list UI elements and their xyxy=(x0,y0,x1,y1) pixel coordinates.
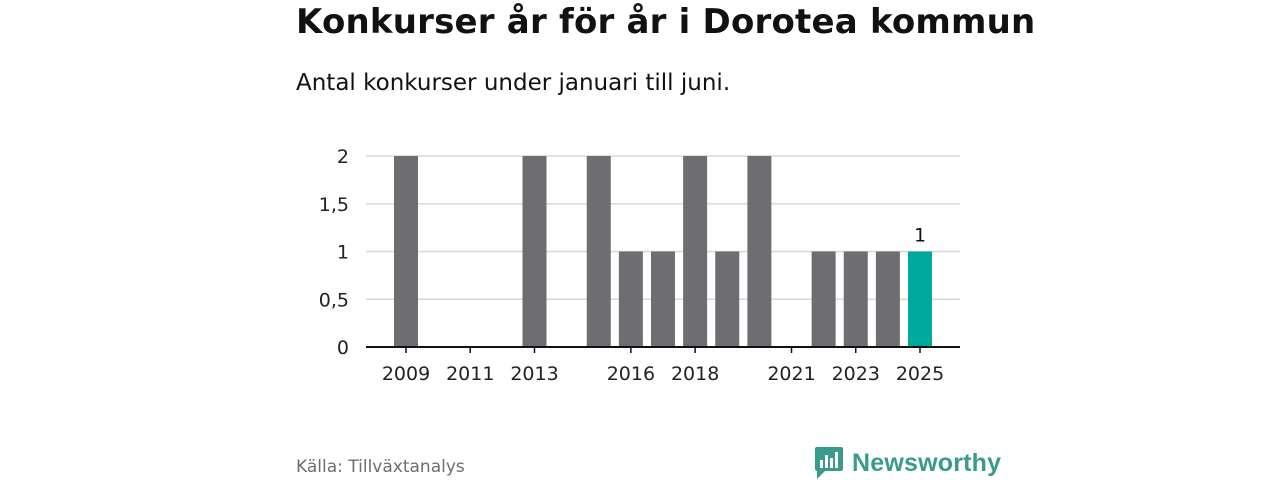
y-tick-label: 2 xyxy=(337,146,349,168)
y-tick-label: 0,5 xyxy=(319,289,349,311)
bar xyxy=(394,156,418,347)
source-note: Källa: Tillväxtanalys xyxy=(296,457,465,477)
bar xyxy=(747,156,772,347)
bar xyxy=(683,156,708,347)
x-tick-label: 2013 xyxy=(510,363,558,385)
x-tick-label: 2009 xyxy=(382,363,430,385)
brand-logo: Newsworthy xyxy=(814,446,1001,480)
bar xyxy=(875,251,900,347)
chart-title: Konkurser år för år i Dorotea kommun xyxy=(296,2,1036,42)
bar xyxy=(522,156,547,347)
x-tick-label: 2011 xyxy=(446,363,494,385)
x-tick-label: 2018 xyxy=(671,363,719,385)
bar xyxy=(843,251,868,347)
chart-subtitle: Antal konkurser under januari till juni. xyxy=(296,70,731,96)
x-tick-label: 2016 xyxy=(607,363,655,385)
y-tick-label: 0 xyxy=(337,337,349,359)
bar xyxy=(811,251,836,347)
bar xyxy=(908,251,932,347)
bar xyxy=(715,251,740,347)
y-tick-label: 1,5 xyxy=(319,194,349,216)
bar xyxy=(618,251,643,347)
x-tick-label: 2023 xyxy=(832,363,880,385)
x-tick-label: 2025 xyxy=(896,363,944,385)
y-tick-label: 1 xyxy=(337,242,349,264)
bar xyxy=(586,156,611,347)
x-tick-label: 2021 xyxy=(767,363,815,385)
bar xyxy=(651,251,675,347)
brand-name: Newsworthy xyxy=(852,448,1002,477)
newsworthy-logo-icon xyxy=(815,447,843,479)
data-label: 1 xyxy=(914,225,926,247)
